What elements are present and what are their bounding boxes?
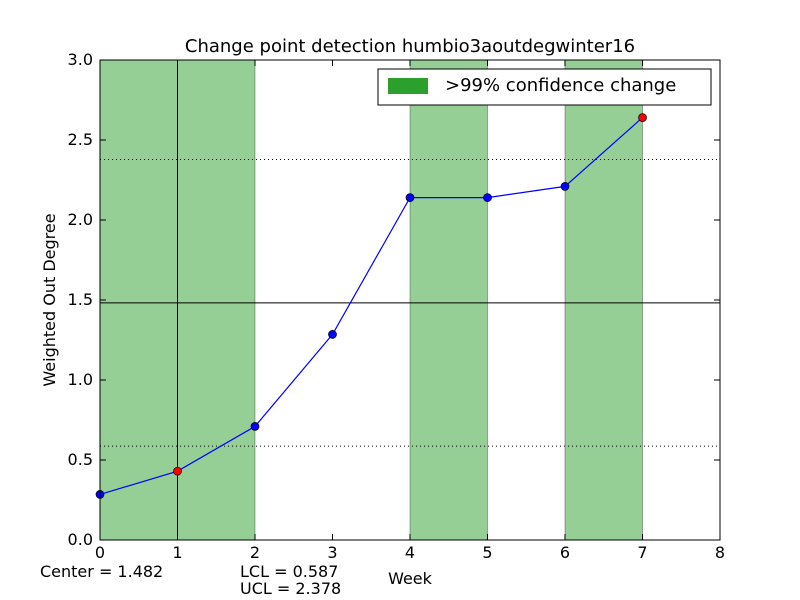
lcl-stat: LCL = 0.587 xyxy=(240,562,339,581)
y-tick-label: 1.0 xyxy=(67,370,93,389)
legend-swatch xyxy=(388,78,428,94)
data-point xyxy=(328,330,337,339)
x-tick-label: 5 xyxy=(482,543,493,562)
chart-title: Change point detection humbio3aoutdegwin… xyxy=(184,36,636,57)
change-point-marker xyxy=(173,466,182,476)
y-tick-label: 0.0 xyxy=(67,530,93,549)
y-tick-label: 2.0 xyxy=(67,210,93,229)
x-tick-label: 0 xyxy=(94,543,106,562)
change-point-marker xyxy=(638,113,647,122)
x-tick-label: 7 xyxy=(637,543,648,562)
x-tick-label: 6 xyxy=(559,543,571,562)
center-stat: Center = 1.482 xyxy=(40,562,164,581)
y-tick-label: 2.5 xyxy=(67,130,93,149)
x-tick-label: 8 xyxy=(714,543,726,562)
y-tick-label: 0.5 xyxy=(67,450,93,469)
legend-box xyxy=(377,68,712,106)
x-tick-label: 3 xyxy=(327,543,338,562)
confidence-bands xyxy=(99,59,643,541)
x-tick-label: 4 xyxy=(404,543,416,562)
x-tick-label: 1 xyxy=(172,543,183,562)
data-point xyxy=(560,182,570,191)
legend-label: >99% confidence change xyxy=(445,75,677,96)
x-axis-label: Week xyxy=(388,569,432,588)
confidence-band xyxy=(409,59,488,541)
x-tick-label: 2 xyxy=(249,543,261,562)
y-tick-label: 3.0 xyxy=(67,50,93,69)
ucl-stat: UCL = 2.378 xyxy=(240,579,342,598)
data-point xyxy=(483,193,492,202)
data-point xyxy=(405,193,415,202)
reference-lines xyxy=(100,60,720,540)
axis-ticks xyxy=(99,59,721,541)
data-point xyxy=(250,422,260,431)
confidence-band xyxy=(564,59,643,541)
series-line xyxy=(99,117,643,495)
legend xyxy=(377,68,712,106)
data-series xyxy=(95,113,647,499)
y-tick-label: 1.5 xyxy=(67,290,93,309)
